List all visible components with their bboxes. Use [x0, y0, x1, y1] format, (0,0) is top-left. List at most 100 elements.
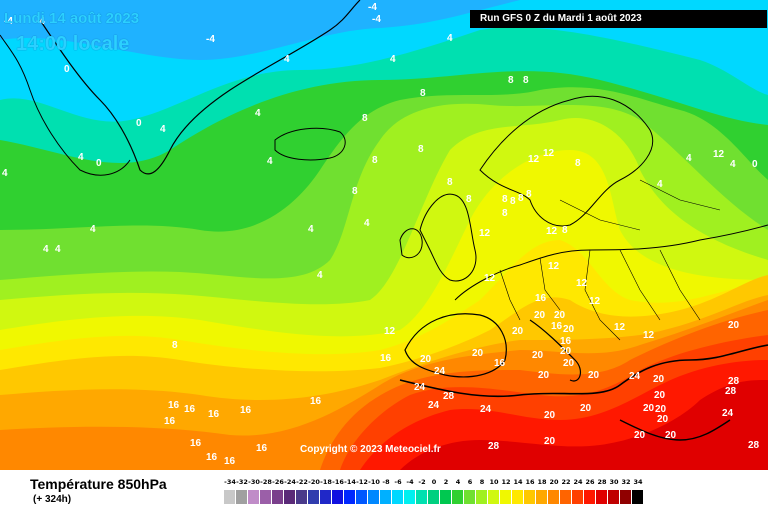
isotherm-label: 8: [352, 186, 358, 197]
scale-swatch: [332, 490, 344, 504]
scale-tick-label: -20: [308, 478, 320, 486]
scale-tick-label: 6: [467, 478, 473, 486]
isotherm-label: 20: [563, 324, 575, 335]
scale-tick-label: 0: [431, 478, 437, 486]
scale-tick-label: -18: [320, 478, 332, 486]
isotherm-label: 4: [255, 108, 261, 119]
coastline-greenland: [39, 0, 361, 175]
isotherm-label: 16: [256, 443, 268, 454]
isotherm-label: 20: [534, 310, 546, 321]
coastline-iberia: [404, 313, 507, 378]
scale-swatch: [572, 490, 584, 504]
isotherm-label: 8: [518, 193, 524, 204]
scale-swatch: [440, 490, 452, 504]
scale-tick-label: 12: [501, 478, 511, 486]
scale-tick-label: -8: [382, 478, 390, 486]
isotherm-label: 20: [544, 436, 556, 447]
scale-tick-label: 18: [537, 478, 547, 486]
isotherm-label: 12: [614, 322, 626, 333]
isotherm-label: -4: [372, 14, 381, 25]
scale-swatch: [464, 490, 476, 504]
isotherm-label: 4: [317, 270, 323, 281]
isotherm-label: 12: [643, 330, 655, 341]
isotherm-label: 16: [164, 416, 176, 427]
scale-swatch: [344, 490, 356, 504]
isotherm-label: 20: [654, 390, 666, 401]
isotherm-label: 24: [414, 382, 426, 393]
isotherm-label: 4: [447, 33, 453, 44]
valid-date: Lundi 14 août 2023: [4, 10, 140, 27]
isotherm-label: 12: [548, 261, 560, 272]
isotherm-label: 28: [748, 440, 760, 451]
scale-swatch: [224, 490, 236, 504]
isotherm-label: 16: [190, 438, 202, 449]
isotherm-label: 4: [657, 179, 663, 190]
scale-swatch: [512, 490, 524, 504]
scale-tick-label: -26: [272, 478, 284, 486]
isotherm-label: 4: [730, 159, 736, 170]
scale-tick-label: -6: [394, 478, 402, 486]
isotherm-label: 8: [523, 75, 529, 86]
country-borders: [499, 179, 721, 341]
scale-swatch: [320, 490, 332, 504]
isotherm-label: 8: [362, 113, 368, 124]
isotherm-label: 16: [224, 456, 236, 467]
scale-tick-label: -30: [248, 478, 260, 486]
scale-swatch: [548, 490, 560, 504]
isotherm-label: 4: [308, 224, 314, 235]
coastline-britain: [419, 193, 477, 282]
isotherm-label: 20: [588, 370, 600, 381]
scale-tick-label: 34: [633, 478, 643, 486]
isotherm-label: 4: [43, 244, 49, 255]
isotherm-label: 24: [434, 366, 446, 377]
isotherm-label: 20: [655, 404, 667, 415]
scale-tick-label: 14: [513, 478, 523, 486]
coastline-europe-north: [454, 224, 768, 301]
isotherm-label: 20: [657, 414, 669, 425]
isotherm-label: 28: [725, 386, 737, 397]
isotherm-label: 8: [575, 158, 581, 169]
isotherm-label: 8: [172, 340, 178, 351]
scale-swatch: [356, 490, 368, 504]
isotherm-label: 12: [384, 326, 396, 337]
isotherm-label: 20: [532, 350, 544, 361]
isotherm-label: 0: [136, 118, 142, 129]
isotherm-label: 20: [563, 358, 575, 369]
isotherm-label: 20: [665, 430, 677, 441]
isotherm-label: 20: [544, 410, 556, 421]
isotherm-label: 4: [90, 224, 96, 235]
isotherm-label: -4: [206, 34, 215, 45]
isotherm-label: 16: [240, 405, 252, 416]
isotherm-label: 24: [480, 404, 492, 415]
scale-swatch: [632, 490, 644, 504]
isotherm-label: 16: [310, 396, 322, 407]
isotherm-label: 16: [535, 293, 547, 304]
coastline-north-africa: [399, 344, 768, 398]
scale-tick-label: -4: [406, 478, 414, 486]
isotherm-label: 20: [420, 354, 432, 365]
scale-tick-label: -12: [356, 478, 368, 486]
isotherm-label: 16: [208, 409, 220, 420]
scale-tick-label: -32: [236, 478, 248, 486]
scale-tick-label: 2: [443, 478, 449, 486]
scale-swatch: [560, 490, 572, 504]
scale-tick-label: -34: [224, 478, 236, 486]
scale-tick-label: 22: [561, 478, 571, 486]
scale-tick-label: 32: [621, 478, 631, 486]
isotherm-label: 16: [560, 336, 572, 347]
isotherm-label: 28: [728, 376, 740, 387]
scale-tick-label: 4: [455, 478, 461, 486]
isotherm-label: 4: [2, 168, 8, 179]
isotherm-label: 24: [629, 371, 641, 382]
isotherm-label: 0: [64, 64, 70, 75]
isotherm-label: 4: [390, 54, 396, 65]
scale-tick-label: -16: [332, 478, 344, 486]
isotherm-label: 8: [502, 208, 508, 219]
isotherm-label: 8: [502, 194, 508, 205]
scale-tick-label: 26: [585, 478, 595, 486]
scale-swatch: [500, 490, 512, 504]
scale-tick-label: 24: [573, 478, 583, 486]
copyright: Copyright © 2023 Meteociel.fr: [300, 444, 441, 455]
scale-swatch: [452, 490, 464, 504]
